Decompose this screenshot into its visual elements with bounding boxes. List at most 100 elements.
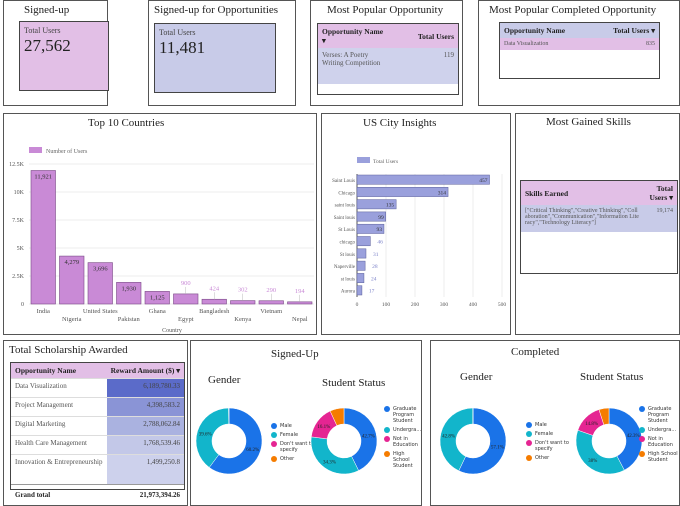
- column-header-total-users[interactable]: Total Users: [417, 31, 454, 41]
- x-tick-label: 100: [382, 302, 391, 308]
- skills-value: ["Critical Thinking","Creative Thinking"…: [525, 208, 639, 226]
- donut-slice: [575, 429, 625, 475]
- legend-item[interactable]: Not in Education: [639, 436, 679, 448]
- legend-item[interactable]: Not in Education: [384, 436, 422, 448]
- bar: [356, 223, 385, 234]
- legend-item[interactable]: Other: [271, 456, 316, 462]
- legend-label: Other: [280, 456, 295, 462]
- legend-item[interactable]: Undergra...: [639, 427, 679, 433]
- bar: [356, 211, 386, 222]
- legend-item[interactable]: High School Student: [384, 451, 422, 469]
- legend-label: Don't want to specify: [280, 441, 314, 453]
- data-label: 4,279: [64, 259, 79, 266]
- slice-label: 60.2%: [246, 448, 259, 453]
- column-header-opportunity[interactable]: Opportunity Name ▾: [322, 27, 384, 45]
- x-tick-label: India: [37, 308, 50, 315]
- y-tick-label: 5K: [17, 246, 25, 252]
- legend-label: Graduate Program Student: [648, 406, 672, 424]
- slice-label: 39.6%: [199, 432, 212, 437]
- legend-item[interactable]: Graduate Program Student: [384, 406, 422, 424]
- legend-dot-icon: [271, 432, 277, 438]
- legend-item[interactable]: Other: [526, 455, 571, 461]
- y-tick-label: Saint louis: [334, 216, 355, 221]
- legend-item[interactable]: Female: [526, 431, 571, 437]
- donut-slice: [208, 407, 263, 475]
- legend-label: Female: [280, 432, 299, 438]
- data-label: 900: [181, 280, 191, 287]
- bar: [59, 255, 85, 305]
- bar: [258, 300, 284, 305]
- panel-title: Signed-Up: [271, 348, 319, 360]
- student-status-legend: Graduate Program Student Undergra... Not i…: [639, 406, 679, 466]
- opportunity-name: Data Visualization: [504, 41, 549, 47]
- gender-title: Gender: [460, 371, 493, 383]
- gender-donut: 57.1% 42.8%: [439, 407, 507, 475]
- total-users: 835: [646, 41, 655, 47]
- gender-legend: Male Female Don't want to specify Other: [526, 422, 571, 464]
- total-users: 19,174: [656, 208, 674, 214]
- column-header-opportunity[interactable]: Opportunity Name: [15, 366, 77, 375]
- legend-label: Not in Education: [648, 436, 673, 448]
- chart-title: US City Insights: [363, 117, 437, 129]
- legend-label: Total Users: [373, 159, 398, 165]
- y-tick-label: St louis: [340, 253, 355, 258]
- x-tick-label: Nigeria: [62, 316, 82, 323]
- gender-title: Gender: [208, 374, 241, 386]
- most-popular-opportunity-panel: Most Popular Opportunity Opportunity Nam…: [310, 0, 463, 106]
- data-label: 11,921: [34, 173, 52, 180]
- legend-item[interactable]: High School Student: [639, 451, 679, 463]
- bar: [356, 174, 490, 185]
- bar: [356, 260, 366, 271]
- table-row: Project Management 4,398,583.2: [11, 397, 184, 417]
- legend-item[interactable]: Graduate Program Student: [639, 406, 679, 424]
- y-tick-label: Saint Louis: [332, 179, 355, 184]
- legend-item[interactable]: Male: [271, 423, 316, 429]
- legend-dot-icon: [271, 423, 277, 429]
- x-tick-label: 500: [498, 302, 507, 308]
- legend-dot-icon: [271, 456, 277, 462]
- legend-item[interactable]: Don't want to specify: [271, 441, 316, 453]
- panel-title: Signed-up for Opportunities: [154, 4, 279, 16]
- legend-dot-icon: [639, 406, 645, 412]
- x-tick-label: Bangladesh: [199, 308, 230, 315]
- panel-title: Signed-up: [24, 4, 70, 16]
- legend-item[interactable]: Don't want to specify: [526, 440, 571, 452]
- column-header-skills[interactable]: Skills Earned: [525, 188, 569, 198]
- data-label: 135: [386, 203, 395, 209]
- x-tick-label: 0: [356, 302, 359, 308]
- popular-table: Opportunity Name ▾ Total Users Verses: A …: [317, 23, 459, 95]
- chart-title: Top 10 Countries: [88, 117, 165, 129]
- panel-title: Most Popular Opportunity: [327, 4, 444, 16]
- data-label: 314: [438, 190, 447, 196]
- legend-label: Graduate Program Student: [393, 406, 417, 424]
- column-header-opportunity[interactable]: Opportunity Name: [504, 26, 566, 35]
- legend-item[interactable]: Female: [271, 432, 316, 438]
- donut-slice: [608, 407, 643, 471]
- column-header-reward[interactable]: Reward Amount ($) ▾: [110, 366, 180, 375]
- column-header-total-users[interactable]: Total Users ▾: [613, 26, 655, 35]
- gender-legend: Male Female Don't want to specify Other: [271, 423, 316, 465]
- completed-demographics-panel: Completed Gender Student Status 57.1% 42.…: [430, 340, 680, 506]
- legend-label: Don't want to specify: [535, 440, 569, 452]
- legend-item[interactable]: Male: [526, 422, 571, 428]
- legend-dot-icon: [639, 427, 645, 433]
- y-tick-label: Naperville: [334, 265, 356, 270]
- signed-up-opportunities-panel: Signed-up for Opportunities Total Users …: [148, 0, 296, 106]
- legend-dot-icon: [526, 431, 532, 437]
- data-label: 46: [377, 240, 383, 246]
- slice-label: 42.8%: [442, 435, 455, 440]
- legend-item[interactable]: Undergra...: [384, 427, 422, 433]
- column-header-total-users[interactable]: Total Users ▾: [649, 184, 673, 202]
- legend-dot-icon: [384, 451, 390, 457]
- legend-label: Undergra...: [648, 427, 677, 433]
- panel-title: Most Popular Completed Opportunity: [489, 4, 657, 16]
- slice-label: 57.1%: [491, 446, 504, 451]
- total-users-card: Total Users 11,481: [154, 23, 276, 93]
- grand-total-value: 21,973,394.26: [139, 491, 180, 499]
- data-label: 24: [371, 276, 377, 282]
- grand-total-row: Grand total 21,973,394.26: [11, 484, 184, 503]
- data-label: 28: [372, 264, 378, 270]
- student-status-donut: 42.7% 34.3% 16.1%: [310, 407, 378, 475]
- y-tick-label: saint louis: [335, 204, 355, 209]
- data-label: 1,125: [150, 294, 165, 301]
